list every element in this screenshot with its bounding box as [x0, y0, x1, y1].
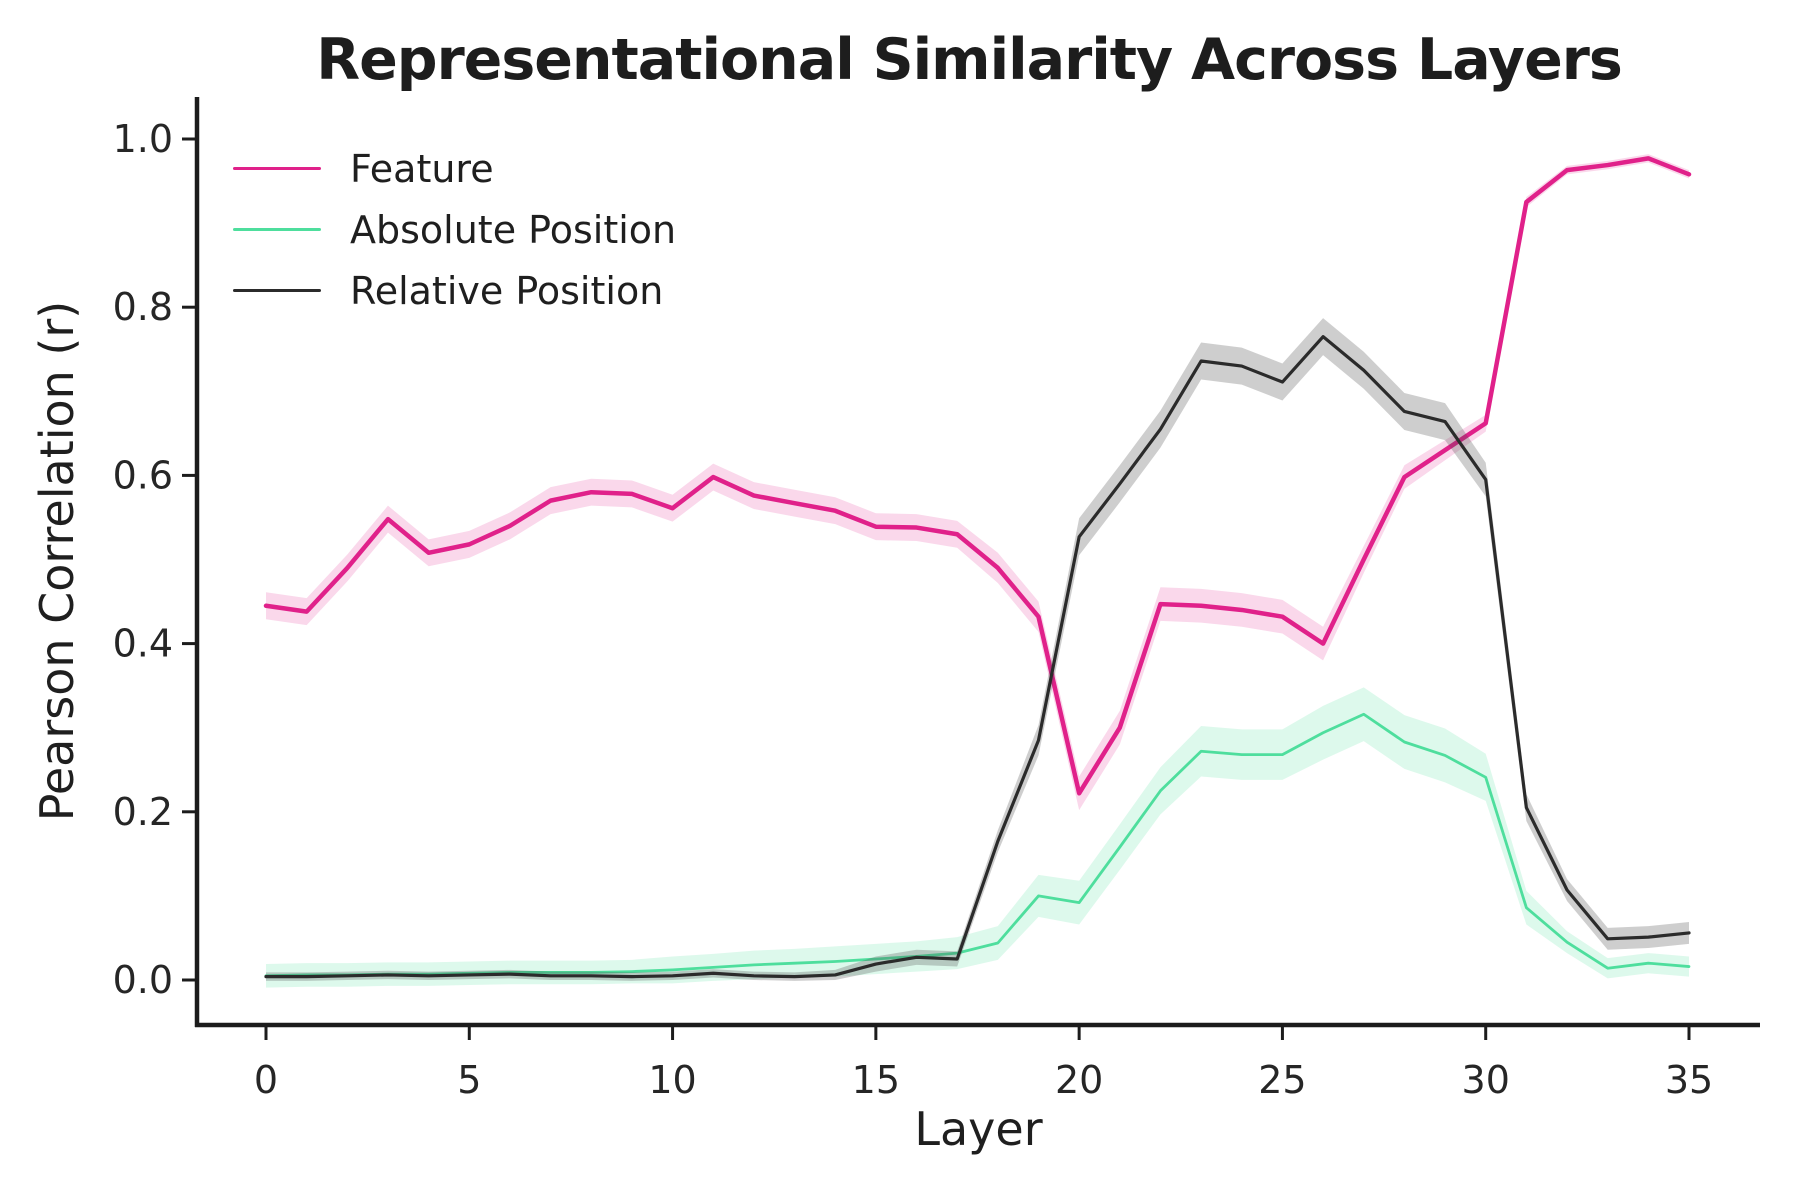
x-tick-label: 20: [1055, 1058, 1103, 1102]
x-tick-label: 15: [852, 1058, 900, 1102]
legend-line-swatch-feature: [233, 166, 321, 171]
x-tick-label: 35: [1665, 1058, 1713, 1102]
x-axis-label: Layer: [914, 1102, 1043, 1156]
x-tick-label: 5: [457, 1058, 481, 1102]
series-line-feature: [263, 156, 1692, 796]
legend-label: Relative Position: [350, 268, 664, 313]
y-tick-label: 0.2: [113, 790, 173, 834]
legend: Feature Absolute Position Relative Posit…: [233, 138, 676, 321]
y-tick-label: 0.6: [113, 453, 173, 497]
legend-line-swatch-absolute-position: [233, 228, 321, 231]
legend-item-absolute-position: Absolute Position: [233, 199, 676, 260]
legend-label: Feature: [350, 146, 494, 191]
series-line-absolute-position: [264, 712, 1691, 978]
x-tick-label: 25: [1258, 1058, 1306, 1102]
y-axis-label: Pearson Correlation (r): [30, 300, 84, 822]
y-tick-label: 1.0: [113, 117, 173, 161]
x-tick-label: 0: [254, 1058, 278, 1102]
legend-label: Absolute Position: [350, 207, 677, 252]
series-band-relative-position: [266, 318, 1689, 981]
x-tick-label: 30: [1462, 1058, 1510, 1102]
series-line-relative-position: [264, 335, 1691, 979]
y-tick-label: 0.4: [113, 622, 173, 666]
legend-item-relative-position: Relative Position: [233, 260, 676, 321]
y-tick-label: 0.0: [113, 958, 173, 1002]
series-band-absolute-position: [266, 687, 1689, 988]
y-tick-label: 0.8: [113, 285, 173, 329]
chart-title: Representational Similarity Across Layer…: [316, 27, 1623, 93]
legend-item-feature: Feature: [233, 138, 676, 199]
x-tick-label: 10: [648, 1058, 696, 1102]
legend-line-swatch-relative-position: [233, 289, 321, 292]
